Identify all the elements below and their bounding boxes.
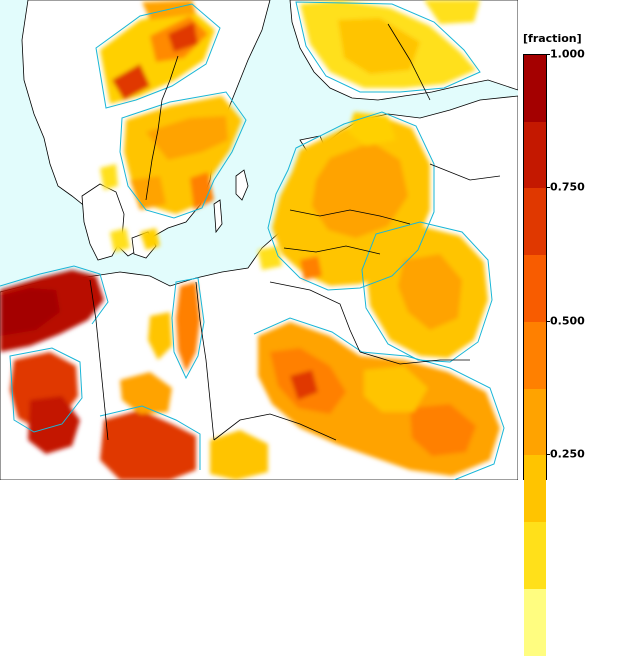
colorbar-band xyxy=(524,521,546,590)
colorbar-tick-mark xyxy=(547,454,550,456)
colorbar-tick-label: 1.000 xyxy=(550,47,585,61)
map-area xyxy=(0,0,518,480)
colorbar-tick-label: 0.500 xyxy=(550,314,585,328)
colorbar-band xyxy=(524,388,546,457)
colorbar-band xyxy=(524,188,546,257)
colorbar xyxy=(523,54,547,656)
colorbar-band xyxy=(524,588,546,656)
colorbar-tick-mark xyxy=(547,187,550,189)
colorbar-tick-mark xyxy=(547,54,550,55)
colorbar-tick-label: 0.250 xyxy=(550,447,585,461)
colorbar-tick-label: 0.750 xyxy=(550,180,585,194)
colorbar-band xyxy=(524,121,546,190)
legend-unit-label: [fraction] xyxy=(523,32,582,45)
colorbar-band xyxy=(524,321,546,390)
colorbar-tick-mark xyxy=(547,320,550,322)
country-borders xyxy=(89,23,501,441)
fraction-map xyxy=(0,0,518,480)
legend-panel: [fraction] 1.000 0.750 0.500 0.250 xyxy=(518,0,640,656)
oland-land xyxy=(213,199,223,234)
contour-lines xyxy=(0,1,505,480)
colorbar-band xyxy=(524,55,546,123)
gotland-land xyxy=(235,169,249,201)
fraction-field xyxy=(0,0,500,480)
colorbar-band xyxy=(524,455,546,523)
colorbar-band xyxy=(524,255,546,323)
